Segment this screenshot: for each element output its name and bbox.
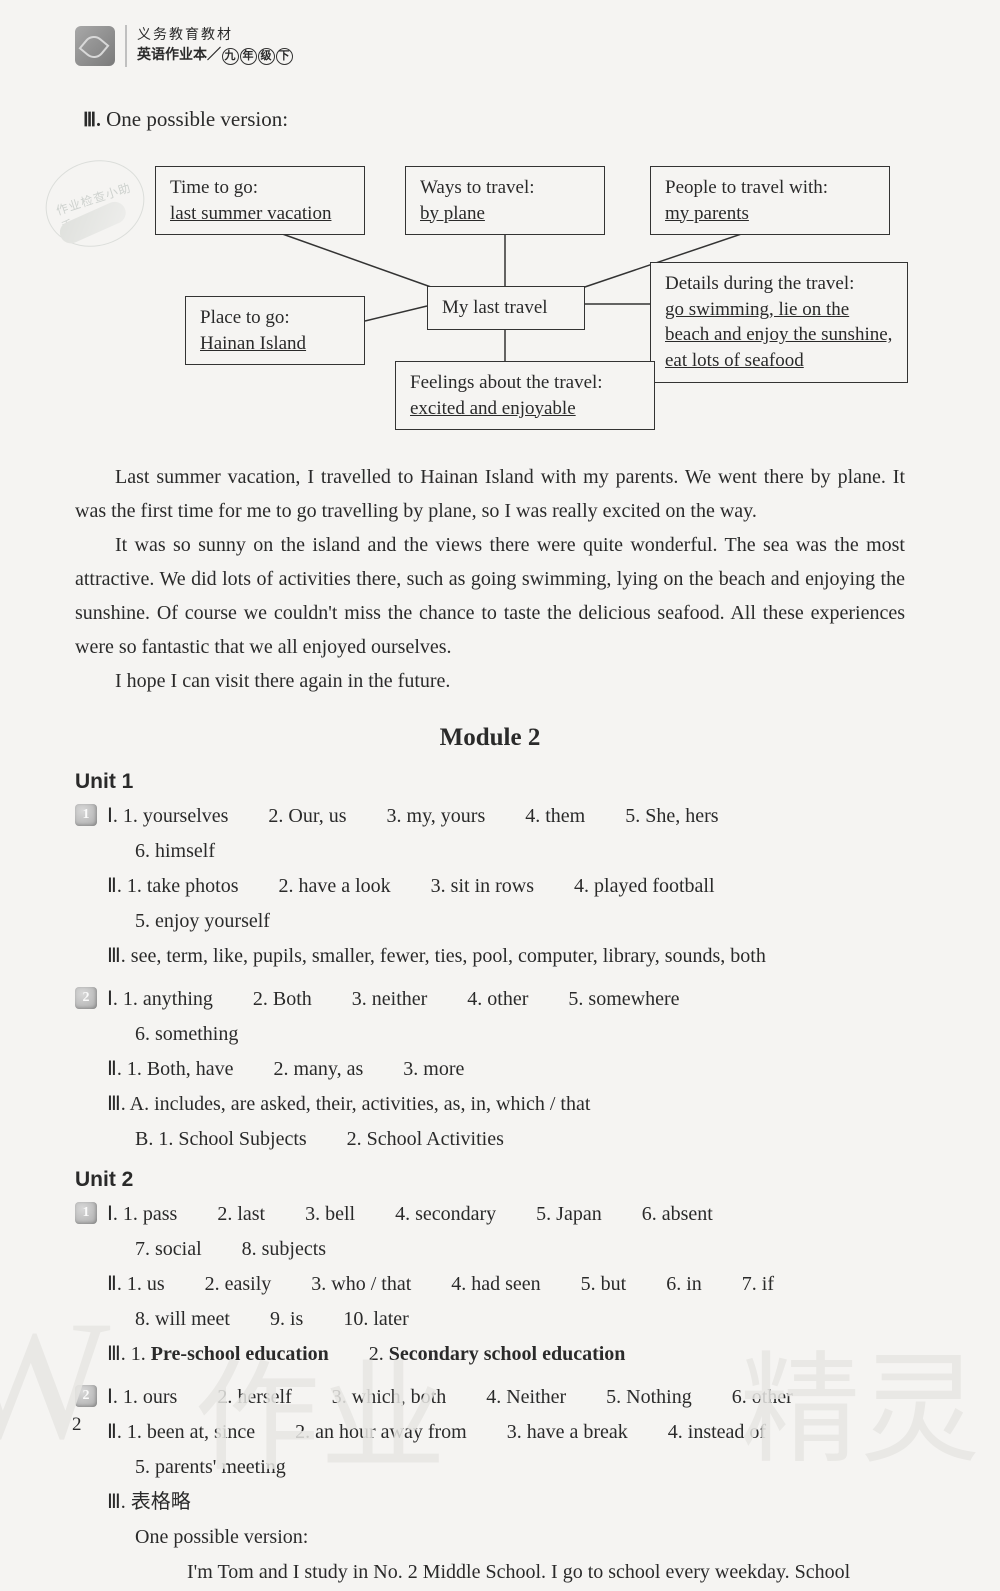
box-people-value: my parents xyxy=(665,201,875,227)
unit2-block1: 1 Ⅰ. 1. pass 2. last 3. bell 4. secondar… xyxy=(75,1198,905,1373)
u2b1-II2: 8. will meet 9. is 10. later xyxy=(107,1303,905,1336)
unit1-block1: 1 Ⅰ. 1. yourselves 2. Our, us 3. my, you… xyxy=(75,800,905,975)
block-number-2: 2 xyxy=(75,987,97,1009)
u2b2-opv: One possible version: xyxy=(107,1521,905,1554)
u1b1-III: Ⅲ. see, term, like, pupils, smaller, few… xyxy=(107,940,905,973)
box-ways-value: by plane xyxy=(420,201,590,227)
u2b2-III: Ⅲ. 表格略 xyxy=(107,1486,905,1519)
u2b1-I: Ⅰ. 1. pass 2. last 3. bell 4. secondary … xyxy=(107,1198,905,1231)
header-book-name: 英语作业本／ xyxy=(137,48,221,63)
u2b2-essay: I'm Tom and I study in No. 2 Middle Scho… xyxy=(107,1556,905,1589)
header-divider xyxy=(125,25,127,67)
u1b2-I2: 6. something xyxy=(107,1018,905,1051)
box-time-label: Time to go: xyxy=(170,175,350,201)
u1b2-I: Ⅰ. 1. anything 2. Both 3. neither 4. oth… xyxy=(107,983,905,1016)
publisher-logo xyxy=(75,26,115,66)
box-people-label: People to travel with: xyxy=(665,175,875,201)
box-ways: Ways to travel: by plane xyxy=(405,166,605,235)
header-line1: 义务教育教材 xyxy=(137,26,293,46)
u2b1-III-bold1: Pre-school education xyxy=(151,1343,329,1365)
unit2-block2: 2 Ⅰ. 1. ours 2. herself 3. which, both 4… xyxy=(75,1381,905,1591)
essay-p3: I hope I can visit there again in the fu… xyxy=(75,664,905,698)
box-feel-label: Feelings about the travel: xyxy=(410,370,640,396)
u1b1-I2: 6. himself xyxy=(107,835,905,868)
travel-diagram: 作业检查小助手 Time to go: last summer vacation… xyxy=(75,146,905,436)
unit2-label: Unit 2 xyxy=(75,1168,905,1192)
box-place-label: Place to go: xyxy=(200,305,350,331)
box-center: My last travel xyxy=(427,286,585,330)
u1b1-II: Ⅱ. 1. take photos 2. have a look 3. sit … xyxy=(107,870,905,903)
u2b1-III: Ⅲ. 1. Pre-school education 2. Secondary … xyxy=(107,1338,905,1371)
u2b1-III-mid: 2. xyxy=(329,1343,389,1365)
unit1-block2: 2 Ⅰ. 1. anything 2. Both 3. neither 4. o… xyxy=(75,983,905,1158)
essay-p1: Last summer vacation, I travelled to Hai… xyxy=(75,460,905,528)
page-number: 2 xyxy=(72,1414,82,1436)
grade-char-4: 下 xyxy=(276,48,293,65)
u2b2-I: Ⅰ. 1. ours 2. herself 3. which, both 4. … xyxy=(107,1381,905,1414)
roman-3: Ⅲ. xyxy=(83,110,101,131)
one-possible-version: One possible version: xyxy=(106,107,288,131)
module-title: Module 2 xyxy=(75,724,905,752)
box-time: Time to go: last summer vacation xyxy=(155,166,365,235)
page-header: 义务教育教材 英语作业本／九年级下 xyxy=(75,25,905,67)
box-details-value: go swimming, lie on the beach and enjoy … xyxy=(665,297,893,374)
u2b1-II: Ⅱ. 1. us 2. easily 3. who / that 4. had … xyxy=(107,1268,905,1301)
box-place: Place to go: Hainan Island xyxy=(185,296,365,365)
block-number-1: 1 xyxy=(75,804,97,826)
section-3-title: Ⅲ. One possible version: xyxy=(83,107,905,132)
u1b1-I: Ⅰ. 1. yourselves 2. Our, us 3. my, yours… xyxy=(107,800,905,833)
u1b2-IIIb: B. 1. School Subjects 2. School Activiti… xyxy=(107,1123,905,1156)
u2b2-II2: 5. parents' meeting xyxy=(107,1451,905,1484)
grade-char-3: 级 xyxy=(258,48,275,65)
u2b1-III-pre: Ⅲ. 1. xyxy=(107,1343,151,1365)
u2b2-II: Ⅱ. 1. been at, since 2. an hour away fro… xyxy=(107,1416,905,1449)
u1b2-II: Ⅱ. 1. Both, have 2. many, as 3. more xyxy=(107,1053,905,1086)
box-center-text: My last travel xyxy=(442,295,570,321)
box-ways-label: Ways to travel: xyxy=(420,175,590,201)
box-feel-value: excited and enjoyable xyxy=(410,396,640,422)
block-number-2b: 2 xyxy=(75,1385,97,1407)
block-number-1b: 1 xyxy=(75,1202,97,1224)
box-place-value: Hainan Island xyxy=(200,331,350,357)
u1b1-II2: 5. enjoy yourself xyxy=(107,905,905,938)
grade-char-2: 年 xyxy=(240,48,257,65)
u1b2-IIIa: Ⅲ. A. includes, are asked, their, activi… xyxy=(107,1088,905,1121)
header-line2: 英语作业本／九年级下 xyxy=(137,46,293,66)
box-feel: Feelings about the travel: excited and e… xyxy=(395,361,655,430)
essay: Last summer vacation, I travelled to Hai… xyxy=(75,460,905,698)
box-details: Details during the travel: go swimming, … xyxy=(650,262,908,383)
grade-char-1: 九 xyxy=(222,48,239,65)
box-people: People to travel with: my parents xyxy=(650,166,890,235)
header-text: 义务教育教材 英语作业本／九年级下 xyxy=(137,26,293,65)
box-time-value: last summer vacation xyxy=(170,201,350,227)
u2b1-III-bold2: Secondary school education xyxy=(389,1343,626,1365)
u2b1-I2: 7. social 8. subjects xyxy=(107,1233,905,1266)
box-details-label: Details during the travel: xyxy=(665,271,893,297)
essay-p2: It was so sunny on the island and the vi… xyxy=(75,528,905,664)
unit1-label: Unit 1 xyxy=(75,770,905,794)
